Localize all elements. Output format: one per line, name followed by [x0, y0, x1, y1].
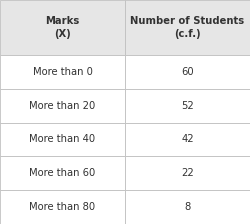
- Text: 42: 42: [181, 134, 194, 144]
- Bar: [0, 0, 125, 55]
- Bar: [125, 55, 250, 89]
- Bar: [125, 123, 250, 156]
- Text: 52: 52: [181, 101, 194, 111]
- Text: More than 40: More than 40: [30, 134, 96, 144]
- Bar: [125, 89, 250, 123]
- Text: 22: 22: [181, 168, 194, 178]
- Text: More than 60: More than 60: [30, 168, 96, 178]
- Text: Marks
(X): Marks (X): [46, 16, 80, 39]
- Bar: [0, 123, 125, 156]
- Bar: [125, 190, 250, 224]
- Bar: [0, 89, 125, 123]
- Text: More than 0: More than 0: [32, 67, 92, 77]
- Text: Number of Students
(c.f.): Number of Students (c.f.): [130, 16, 244, 39]
- Bar: [0, 156, 125, 190]
- Bar: [0, 190, 125, 224]
- Text: 8: 8: [184, 202, 191, 212]
- Text: More than 20: More than 20: [30, 101, 96, 111]
- Bar: [125, 0, 250, 55]
- Bar: [0, 55, 125, 89]
- Text: 60: 60: [181, 67, 194, 77]
- Text: More than 80: More than 80: [30, 202, 96, 212]
- Bar: [125, 156, 250, 190]
